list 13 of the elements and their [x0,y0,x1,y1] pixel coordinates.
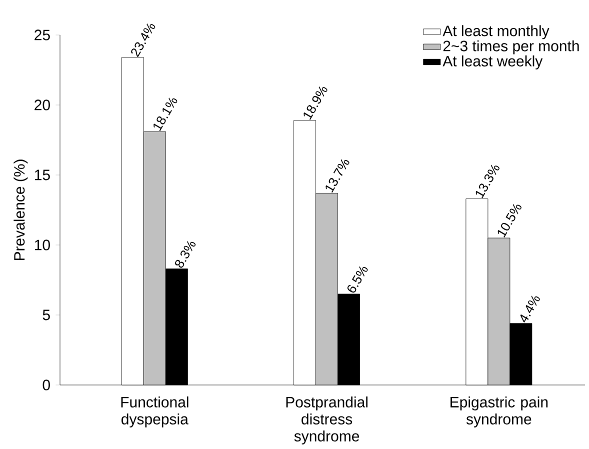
legend-label: At least monthly [442,24,550,39]
y-tick-label: 25 [34,29,50,40]
legend-label: 2~3 times per month [443,40,579,54]
y-tick-label: 15 [35,170,50,180]
y-tick-label: 0 [42,379,50,390]
y-tick-label: 20 [34,99,50,110]
y-tick-label: 10 [35,239,50,250]
legend-label: At least weekly [442,55,543,70]
y-axis-title: Prevalence (%) [14,159,28,260]
x-tick-label: Functional dyspepsia [121,396,188,428]
x-tick-label: Epigastric pain syndrome [450,396,548,428]
y-tick-label: 5 [42,310,50,320]
x-tick-label: Postprandial distress syndrome [286,396,368,444]
